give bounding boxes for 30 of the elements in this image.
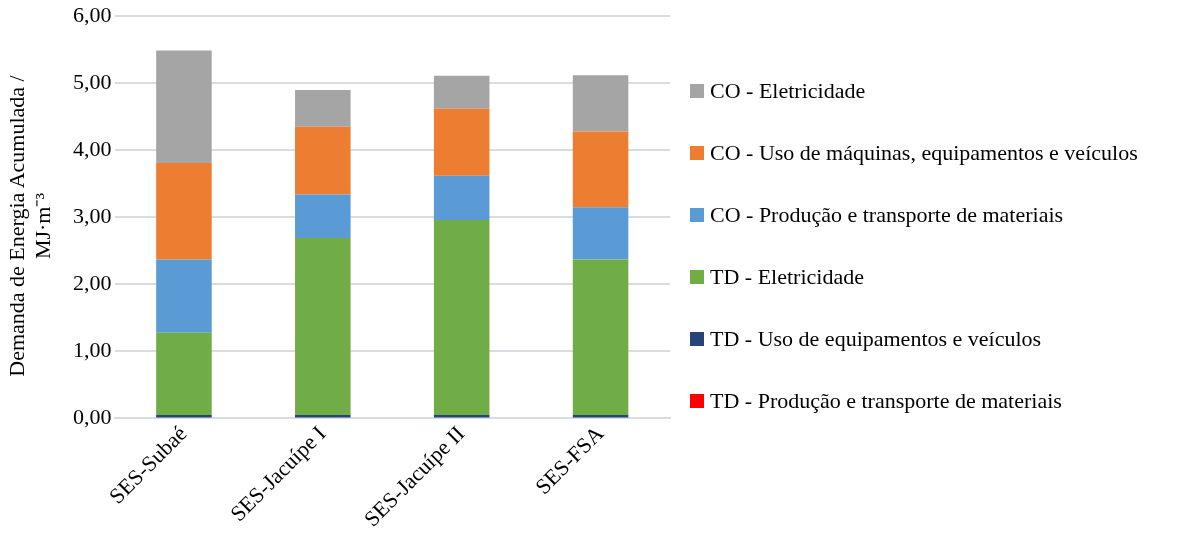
legend-label: TD - Eletricidade xyxy=(710,264,864,290)
y-tick-label: 1,00 xyxy=(73,337,112,363)
bar xyxy=(295,126,351,195)
y-tick-label: 2,00 xyxy=(73,270,112,296)
bar xyxy=(156,50,212,164)
bar xyxy=(156,332,212,416)
bar xyxy=(295,194,351,239)
bar xyxy=(433,75,490,109)
bar xyxy=(295,238,351,416)
bar xyxy=(433,108,490,176)
legend-label: CO - Eletricidade xyxy=(710,78,866,104)
y-tick-label: 4,00 xyxy=(73,136,112,162)
legend-label: TD - Produção e transporte de materiais xyxy=(710,388,1062,414)
bar xyxy=(433,175,490,221)
bar xyxy=(572,207,629,260)
bar xyxy=(572,75,629,132)
bar xyxy=(572,131,629,208)
y-tick-label: 3,00 xyxy=(73,203,112,229)
y-tick-label: 0,00 xyxy=(73,404,112,430)
bar xyxy=(156,163,212,260)
legend-label: CO - Produção e transporte de materiais xyxy=(710,202,1064,228)
bar xyxy=(156,259,212,333)
bar xyxy=(433,220,490,416)
bar xyxy=(572,259,629,416)
y-tick-label: 6,00 xyxy=(73,1,112,27)
legend-label: TD - Uso de equipamentos e veículos xyxy=(710,326,1042,352)
y-axis-title: Demanda de Energia Acumulada / MJ·m⁻³ xyxy=(4,74,56,379)
y-tick-label: 5,00 xyxy=(73,69,112,95)
legend-label: CO - Uso de máquinas, equipamentos e veículos xyxy=(710,140,1138,166)
bar xyxy=(295,89,351,127)
